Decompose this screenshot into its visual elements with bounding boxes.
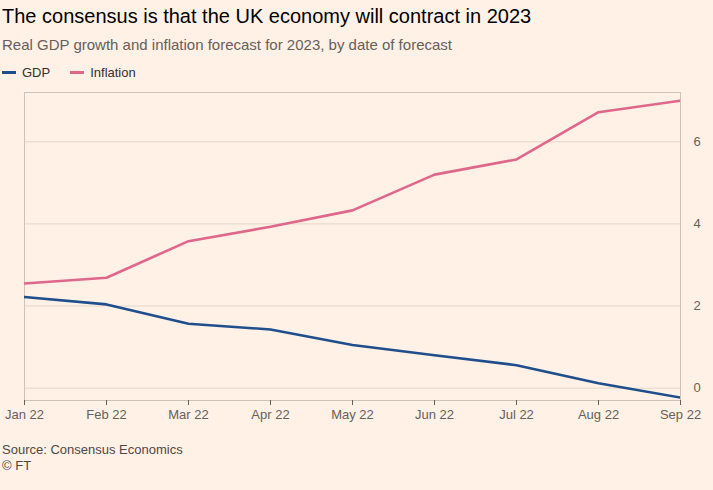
svg-text:0: 0 (694, 380, 701, 395)
svg-text:Aug 22: Aug 22 (578, 407, 619, 422)
svg-text:Feb 22: Feb 22 (86, 407, 126, 422)
html-text:GDP: GDP (22, 64, 51, 80)
svg-text:Sep 22: Sep 22 (660, 407, 701, 422)
svg-text:May 22: May 22 (331, 407, 374, 422)
html-text:Inflation: Inflation (90, 64, 136, 80)
svg-text:2: 2 (694, 298, 701, 313)
html-text:Source: Consensus Economics: Source: Consensus Economics (2, 442, 183, 457)
svg-text:4: 4 (694, 216, 701, 231)
svg-text:6: 6 (694, 134, 701, 149)
svg-text:Jun 22: Jun 22 (415, 407, 454, 422)
svg-text:Jul 22: Jul 22 (499, 407, 534, 422)
svg-text:Mar 22: Mar 22 (168, 407, 208, 422)
html-text:The consensus is that the UK e: The consensus is that the UK economy wil… (2, 5, 532, 27)
html-text:Real GDP growth and inflation: Real GDP growth and inflation forecast f… (2, 36, 452, 53)
svg-text:Apr 22: Apr 22 (251, 407, 289, 422)
svg-text:Jan 22: Jan 22 (5, 407, 44, 422)
html-text:© FT: © FT (2, 458, 32, 473)
